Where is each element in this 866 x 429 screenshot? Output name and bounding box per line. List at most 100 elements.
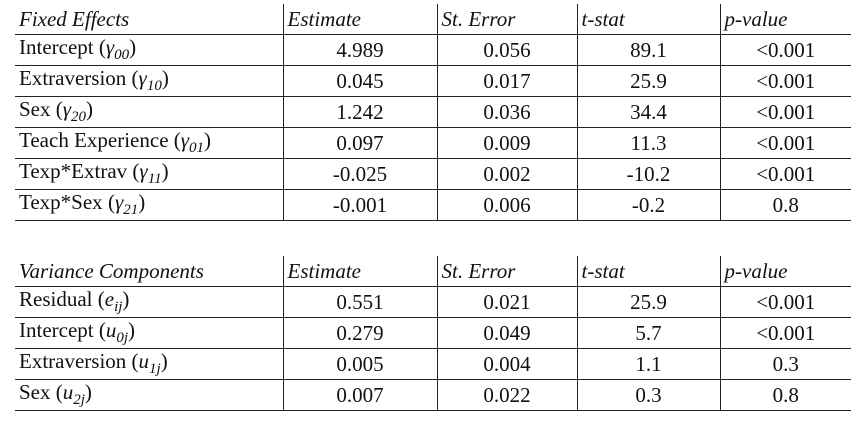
value-cell: <0.001 — [719, 96, 851, 128]
table-row: Texp*Extrav (γ11) -0.025 0.002 -10.2 <0.001 — [15, 158, 851, 190]
value-cell: 0.045 — [282, 65, 437, 97]
header-cell: St. Error — [436, 4, 577, 35]
value-cell: 0.017 — [436, 65, 577, 97]
term-cell: Texp*Extrav (γ11) — [15, 158, 283, 190]
value-cell: 25.9 — [576, 286, 720, 318]
value-cell: 11.3 — [576, 127, 720, 159]
value-cell: <0.001 — [719, 65, 851, 97]
term-cell: Residual (eij) — [15, 286, 283, 318]
value-cell: <0.001 — [719, 158, 851, 190]
value-cell: 0.8 — [719, 379, 851, 411]
variance-components-table: Variance Components Estimate St. Error t-st… — [15, 256, 851, 411]
term-cell: Intercept (γ00) — [15, 34, 283, 66]
term-name: Extraversion — [19, 349, 127, 374]
header-cell: t-stat — [576, 4, 720, 35]
value-cell: 0.3 — [719, 348, 851, 380]
term-cell: Extraversion (u1j) — [15, 348, 283, 380]
table-row: Residual (eij) 0.551 0.021 25.9 <0.001 — [15, 286, 851, 318]
value-cell: 0.007 — [282, 379, 437, 411]
value-cell: 0.036 — [436, 96, 577, 128]
header-cell: p-value — [719, 256, 851, 287]
term-subscript: 10 — [146, 78, 162, 95]
value-cell: 0.021 — [436, 286, 577, 318]
table-row: Texp*Sex (γ21) -0.001 0.006 -0.2 0.8 — [15, 189, 851, 221]
term-symbol: e — [104, 287, 115, 312]
table-row: Teach Experience (γ01) 0.097 0.009 11.3 <0.0… — [15, 127, 851, 159]
value-cell: 5.7 — [576, 317, 720, 349]
value-cell: -0.2 — [576, 189, 720, 221]
term-name: Extraversion — [19, 66, 127, 91]
term-subscript: ij — [114, 299, 123, 316]
header-cell: Estimate — [282, 256, 437, 287]
term-subscript: 0j — [116, 330, 129, 347]
table-row: Intercept (γ00) 4.989 0.056 89.1 <0.001 — [15, 34, 851, 66]
term-symbol: γ — [62, 97, 72, 122]
header-cell: p-value — [719, 4, 851, 35]
header-cell: Variance Components — [15, 256, 283, 287]
term-cell: Intercept (u0j) — [15, 317, 283, 349]
table-row: Sex (γ20) 1.242 0.036 34.4 <0.001 — [15, 96, 851, 128]
term-symbol: u — [62, 380, 74, 405]
value-cell: 0.3 — [576, 379, 720, 411]
value-cell: 0.056 — [436, 34, 577, 66]
term-subscript: 00 — [114, 47, 130, 64]
term-name: Residual — [19, 287, 93, 312]
term-name: Sex — [19, 97, 51, 122]
value-cell: 0.279 — [282, 317, 437, 349]
term-subscript: 11 — [147, 171, 162, 188]
term-subscript: 20 — [71, 109, 87, 126]
value-cell: 89.1 — [576, 34, 720, 66]
term-subscript: 1j — [149, 361, 161, 378]
value-cell: 0.004 — [436, 348, 577, 380]
value-cell: -10.2 — [576, 158, 720, 190]
term-cell: Extraversion (γ10) — [15, 65, 283, 97]
term-symbol: u — [105, 318, 117, 343]
term-symbol: γ — [180, 128, 190, 153]
value-cell: 0.551 — [282, 286, 437, 318]
term-symbol: γ — [138, 66, 147, 91]
header-row: Fixed Effects Estimate St. Error t-stat p-va… — [15, 4, 851, 35]
term-subscript: 01 — [189, 140, 205, 157]
term-name: Texp*Extrav — [19, 159, 128, 184]
term-name: Sex — [19, 380, 51, 405]
value-cell: 0.009 — [436, 127, 577, 159]
term-cell: Sex (u2j) — [15, 379, 283, 411]
value-cell: 1.1 — [576, 348, 720, 380]
value-cell: 0.097 — [282, 127, 437, 159]
value-cell: <0.001 — [719, 34, 851, 66]
table-row: Sex (u2j) 0.007 0.022 0.3 0.8 — [15, 379, 851, 411]
term-name: Intercept — [19, 35, 94, 60]
header-cell: Fixed Effects — [15, 4, 283, 35]
term-symbol: u — [138, 349, 150, 374]
table-row: Extraversion (γ10) 0.045 0.017 25.9 <0.001 — [15, 65, 851, 97]
term-name: Teach Experience — [19, 128, 169, 153]
term-subscript: 2j — [73, 392, 85, 409]
value-cell: -0.001 — [282, 189, 437, 221]
term-cell: Sex (γ20) — [15, 96, 283, 128]
term-symbol: γ — [105, 35, 115, 60]
table-row: Extraversion (u1j) 0.005 0.004 1.1 0.3 — [15, 348, 851, 380]
value-cell: 1.242 — [282, 96, 437, 128]
term-name: Intercept — [19, 318, 94, 343]
term-name: Texp*Sex — [19, 190, 103, 215]
term-symbol: γ — [139, 159, 148, 184]
header-cell: St. Error — [436, 256, 577, 287]
header-cell: Estimate — [282, 4, 437, 35]
value-cell: 0.002 — [436, 158, 577, 190]
value-cell: 0.022 — [436, 379, 577, 411]
value-cell: <0.001 — [719, 286, 851, 318]
value-cell: 25.9 — [576, 65, 720, 97]
header-row: Variance Components Estimate St. Error t-st… — [15, 256, 851, 287]
table-row: Intercept (u0j) 0.279 0.049 5.7 <0.001 — [15, 317, 851, 349]
value-cell: 0.005 — [282, 348, 437, 380]
header-cell: t-stat — [576, 256, 720, 287]
term-symbol: γ — [114, 190, 124, 215]
value-cell: 4.989 — [282, 34, 437, 66]
value-cell: -0.025 — [282, 158, 437, 190]
value-cell: 34.4 — [576, 96, 720, 128]
fixed-effects-table: Fixed Effects Estimate St. Error t-stat p-va… — [15, 4, 851, 221]
value-cell: <0.001 — [719, 317, 851, 349]
value-cell: 0.8 — [719, 189, 851, 221]
term-cell: Texp*Sex (γ21) — [15, 189, 283, 221]
